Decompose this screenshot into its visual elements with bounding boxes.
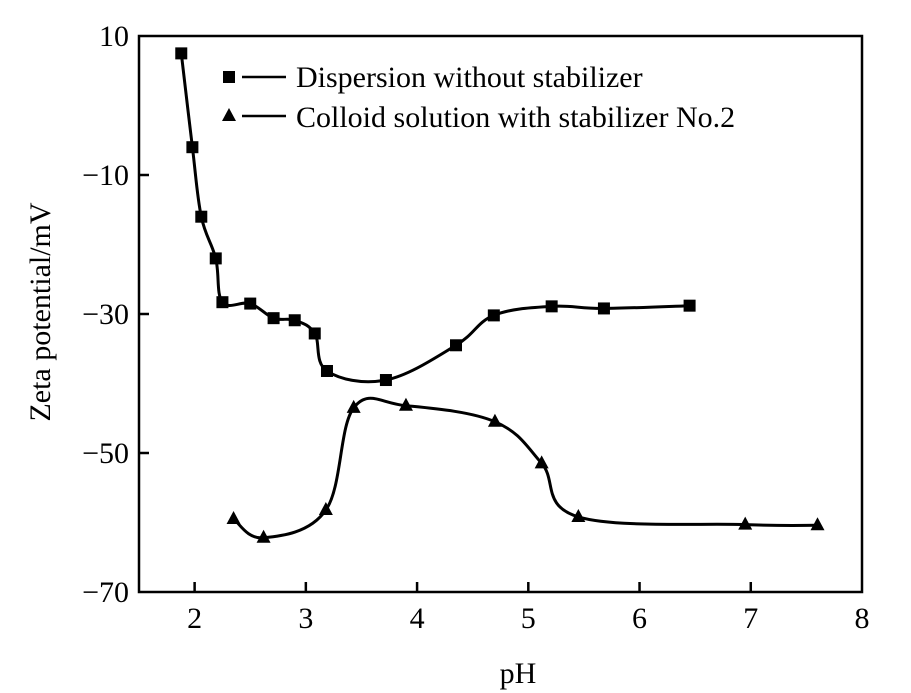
data-point-square [545,300,558,313]
x-tick-label: 5 [521,602,536,635]
data-point-triangle [738,516,753,530]
y-tick-label: −50 [82,437,129,470]
x-tick-label: 2 [187,602,202,635]
legend-label-colloid: Colloid solution with stabilizer No.2 [296,101,735,134]
data-point-square [195,210,208,223]
data-point-square [683,299,696,312]
data-point-triangle [398,397,413,411]
legend-marker-square [223,71,235,83]
data-point-square [379,374,392,387]
data-point-triangle [226,511,241,525]
data-point-triangle [256,529,271,543]
legend-label-dispersion: Dispersion without stabilizer [296,61,643,94]
data-point-triangle [346,399,361,413]
data-point-square [320,364,333,377]
data-point-square [209,252,222,265]
y-tick-label: −10 [82,159,129,192]
y-tick-label: −70 [82,576,129,609]
data-point-triangle [571,508,586,522]
data-point-square [216,296,229,309]
series-lines [179,53,818,540]
x-tick-label: 8 [855,602,870,635]
axis-ticks: 2 3 4 5 6 7 8 10 −10 −30 −50 −70 [82,20,869,635]
data-point-triangle [487,413,502,427]
data-point-square [308,327,321,340]
x-axis-title: pH [500,657,537,690]
data-point-square [450,339,463,352]
data-point-triangle [534,455,549,469]
y-axis-title: Zeta potential/mV [24,202,57,421]
data-point-square [244,297,257,310]
data-point-square [487,309,500,322]
x-tick-label: 4 [410,602,425,635]
x-tick-label: 7 [743,602,758,635]
y-tick-label: −30 [82,298,129,331]
x-tick-label: 3 [298,602,313,635]
series-line-0 [179,53,690,384]
legend-marker-triangle [222,108,236,121]
data-point-triangle [810,517,825,531]
x-tick-label: 6 [632,602,647,635]
series-line-1 [232,396,818,540]
data-point-square [267,312,280,325]
data-point-square [175,47,188,60]
data-point-square [186,141,199,154]
data-point-square [597,302,610,315]
data-point-triangle [318,501,333,515]
data-point-square [288,314,301,327]
y-tick-label: 10 [99,20,129,53]
legend: Dispersion without stabilizer Colloid so… [222,61,735,134]
data-markers [175,47,825,543]
